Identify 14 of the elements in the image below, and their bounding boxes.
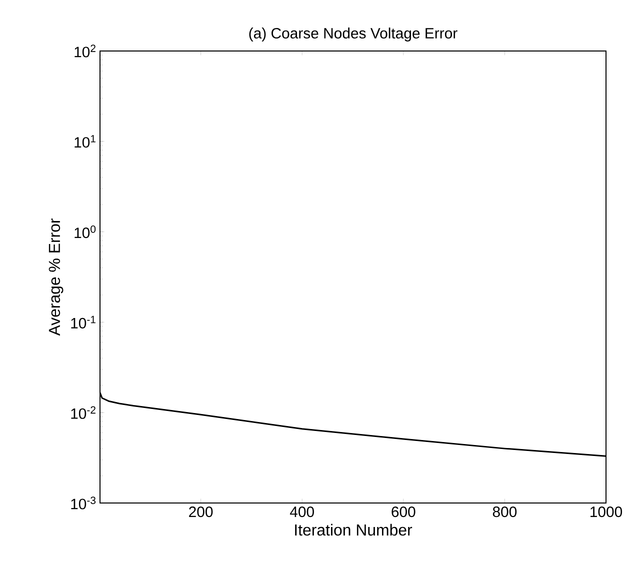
y-tick-label: 10$^{-1}$ (71, 316, 96, 328)
x-tick-label: 400 (290, 506, 314, 518)
y-tick-label: 10$^{-3}$ (71, 496, 96, 510)
y-tick-label: 10$^{1}$ (74, 135, 96, 148)
x-tick-label: 1000 (590, 506, 622, 518)
x-tick-label: 800 (492, 506, 517, 518)
y-tick-label: 10$^{0}$ (74, 225, 96, 238)
chart-title: (a) Coarse Nodes Voltage Error (249, 28, 458, 42)
y-tick-label: 10$^{2}$ (74, 44, 96, 58)
y-axis-title: Average % Error (48, 218, 64, 336)
x-tick-label: 200 (189, 506, 213, 518)
x-axis-title: Iteration Number (295, 524, 412, 536)
y-tick-label: 10$^{-2}$ (71, 406, 96, 419)
x-tick-label: 600 (392, 506, 416, 518)
